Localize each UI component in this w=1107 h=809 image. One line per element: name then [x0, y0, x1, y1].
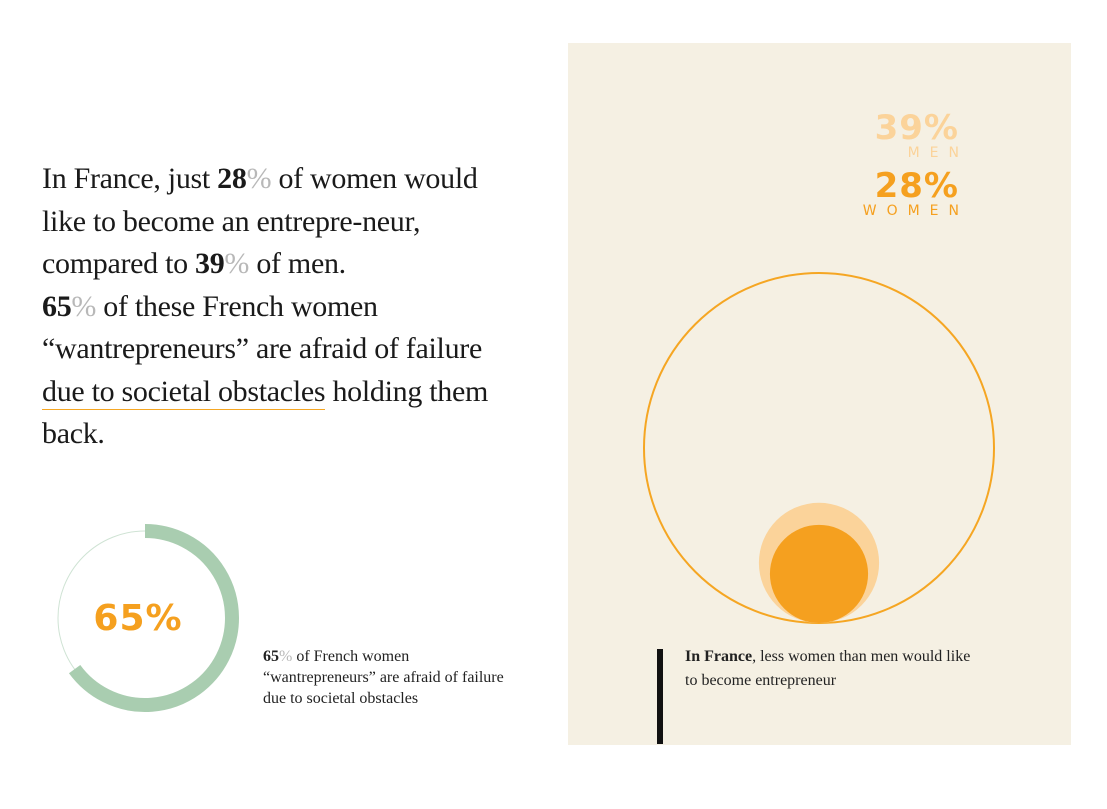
intro-text-5: holding them back. — [42, 374, 489, 451]
caption-rule — [657, 649, 663, 744]
donut-arc — [68, 524, 239, 712]
percent-sign: % — [224, 247, 250, 280]
donut-center-label: 65% — [93, 597, 183, 639]
panel-caption-bold: In France — [685, 648, 753, 665]
donut-chart-svg — [57, 524, 239, 712]
intro-paragraph: In France, just 28% of women would like … — [42, 158, 512, 456]
percent-sign: % — [279, 648, 293, 665]
intro-text-2: of women would like to become an entrepr… — [42, 162, 478, 280]
bubble-legend: 39% MEN 28% WOMEN — [863, 111, 959, 219]
panel-caption: In France, less women than men would lik… — [685, 645, 985, 693]
bubble-women — [769, 524, 869, 623]
intro-text-1: In France, just — [42, 162, 218, 195]
bubble-chart-svg — [643, 272, 995, 624]
legend-men-value: 39% — [874, 108, 959, 148]
percent-sign: % — [71, 289, 97, 323]
donut-caption-number: 65 — [263, 648, 279, 665]
intro-text-4: of these French women “wantrepreneurs” a… — [42, 289, 482, 366]
comparison-panel: 39% MEN 28% WOMEN In France, less women … — [568, 43, 1071, 745]
intro-text-3: of men. — [249, 247, 346, 280]
donut-caption: 65% of French women “wantrepreneurs” are… — [263, 646, 523, 709]
legend-men-label: MEN — [907, 145, 969, 161]
donut-caption-text: of French women “wantrepreneurs” are afr… — [263, 648, 504, 707]
highlight-phrase: due to societal obstacles — [42, 374, 326, 410]
stat-women-number: 28 — [217, 162, 247, 195]
stat-men-number: 39 — [195, 247, 225, 280]
donut-chart: 65% — [45, 518, 245, 718]
panel-caption-text: , less women than men would like to beco… — [685, 648, 971, 689]
legend-women-label: WOMEN — [862, 203, 969, 219]
stat-afraid-number: 65 — [42, 289, 72, 323]
legend-women-value: 28% — [874, 166, 959, 206]
percent-sign: % — [246, 162, 272, 195]
